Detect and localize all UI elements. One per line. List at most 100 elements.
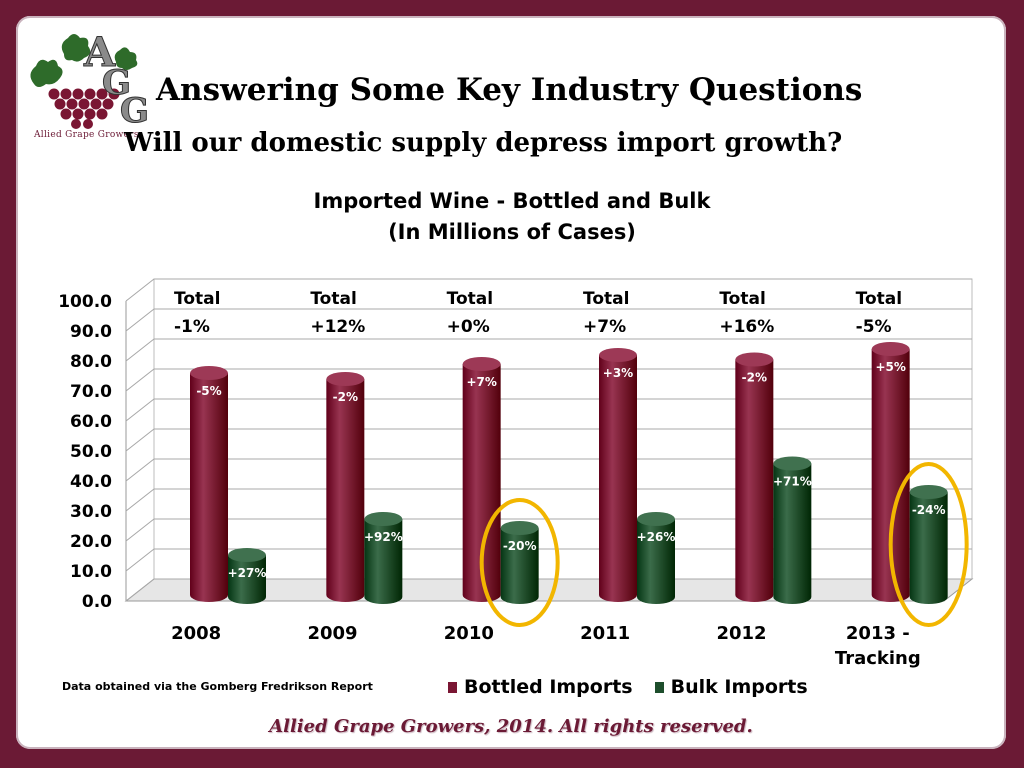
y-tick-label: 10.0 bbox=[70, 562, 112, 582]
bar-bulk-top bbox=[773, 456, 812, 471]
y-tick-label: 100.0 bbox=[58, 292, 112, 312]
total-label: Total bbox=[856, 289, 902, 309]
total-label: Total bbox=[310, 289, 356, 309]
y-tick-label: 60.0 bbox=[70, 412, 112, 432]
gridline bbox=[125, 428, 972, 452]
bar-bottled bbox=[462, 364, 501, 602]
bar-bottled bbox=[871, 349, 910, 602]
y-tick-label: 80.0 bbox=[70, 352, 112, 372]
legend-item-bottled: Bottled Imports bbox=[448, 676, 633, 698]
copyright-footer: Allied Grape Growers, 2014. All rights r… bbox=[269, 716, 753, 737]
bar-bulk bbox=[773, 463, 812, 604]
gridline bbox=[125, 518, 972, 542]
legend-label-bottled: Bottled Imports bbox=[464, 676, 633, 698]
svg-text:A: A bbox=[83, 29, 116, 76]
total-label: Total bbox=[719, 289, 765, 309]
y-tick-label: 0.0 bbox=[82, 592, 112, 612]
x-tick-label: 2010 bbox=[444, 623, 494, 644]
bar-label-bottled: +5% bbox=[875, 360, 905, 374]
gridline bbox=[125, 338, 972, 362]
gridline bbox=[125, 278, 972, 302]
bar-bottled bbox=[190, 373, 228, 602]
bar-bulk bbox=[364, 519, 403, 604]
bar-bulk-top bbox=[500, 521, 539, 535]
bar-label-bottled: -2% bbox=[333, 390, 358, 404]
bar-bulk-top bbox=[909, 485, 948, 499]
bar-bulk bbox=[228, 555, 266, 604]
y-tick-label: 50.0 bbox=[70, 442, 112, 462]
legend-label-bulk: Bulk Imports bbox=[670, 676, 808, 698]
svg-text:G: G bbox=[102, 63, 131, 103]
allied-grape-growers-logo: A G G Allied Grape Growers bbox=[24, 24, 154, 144]
chart-title-block: Imported Wine - Bottled and Bulk (In Mil… bbox=[212, 186, 812, 248]
y-tick-label: 30.0 bbox=[70, 502, 112, 522]
y-tick-label: 20.0 bbox=[70, 532, 112, 552]
x-tick-label: 2009 bbox=[307, 623, 357, 644]
total-label: Total bbox=[174, 289, 220, 309]
x-tick-label: 2008 bbox=[171, 623, 221, 644]
legend-swatch-bottled bbox=[448, 681, 457, 693]
total-value: +0% bbox=[447, 317, 490, 337]
bar-bottled bbox=[735, 359, 774, 602]
gridline bbox=[125, 578, 972, 602]
bar-bottled-top bbox=[326, 372, 365, 386]
page-title: Answering Some Key Industry Questions bbox=[156, 72, 863, 108]
bar-label-bottled: +3% bbox=[603, 366, 633, 380]
y-tick-label: 40.0 bbox=[70, 472, 112, 492]
bar-bulk-top bbox=[228, 548, 266, 562]
bar-label-bottled: -5% bbox=[196, 384, 221, 398]
bar-label-bulk: +92% bbox=[364, 530, 403, 544]
x-tick-label: 2011 bbox=[580, 623, 630, 644]
bar-label-bulk: +71% bbox=[773, 475, 812, 489]
bar-bulk bbox=[637, 519, 675, 604]
bar-label-bottled: +7% bbox=[466, 375, 496, 389]
bar-label-bulk: -24% bbox=[912, 503, 946, 517]
legend-item-bulk: Bulk Imports bbox=[654, 676, 808, 698]
bar-label-bulk: +27% bbox=[228, 566, 267, 580]
total-value: -5% bbox=[856, 317, 892, 337]
bar-bottled bbox=[599, 355, 637, 602]
total-label: Total bbox=[447, 289, 493, 309]
legend-swatch-bulk bbox=[654, 681, 664, 693]
total-label: Total bbox=[583, 289, 629, 309]
bar-bottled-top bbox=[190, 366, 228, 380]
x-tick-label: 2012 bbox=[716, 623, 766, 644]
chart-title: Imported Wine - Bottled and Bulk bbox=[313, 189, 711, 213]
gridline bbox=[125, 458, 972, 482]
page-subtitle: Will our domestic supply depress import … bbox=[124, 128, 843, 158]
bar-label-bulk: -20% bbox=[503, 539, 537, 553]
bar-bulk-top bbox=[637, 512, 675, 526]
bar-bulk bbox=[500, 528, 539, 604]
x-tick-label: 2013 - bbox=[846, 623, 910, 644]
bar-bulk bbox=[909, 492, 948, 604]
gridline bbox=[125, 368, 972, 392]
source-note: Data obtained via the Gomberg Fredrikson… bbox=[62, 680, 373, 693]
bar-label-bottled: -2% bbox=[742, 371, 767, 385]
gridline bbox=[125, 488, 972, 512]
y-tick-label: 70.0 bbox=[70, 382, 112, 402]
bar-chart: 0.0 10.0 20.0 30.0 40.0 50.0 60.0 70.0 80.0 90.0 1… bbox=[58, 278, 974, 669]
chart-legend: Bottled Imports Bulk Imports bbox=[448, 676, 808, 698]
bar-label-bulk: +26% bbox=[637, 530, 676, 544]
bar-bottled bbox=[326, 379, 365, 602]
gridline bbox=[125, 548, 972, 572]
bar-bottled-top bbox=[871, 342, 910, 356]
highlight-circle bbox=[479, 498, 560, 627]
bar-bottled-top bbox=[599, 348, 637, 362]
grape-cluster-icon: A G G bbox=[30, 29, 150, 132]
svg-text:G: G bbox=[120, 91, 149, 131]
highlight-circle bbox=[888, 462, 969, 627]
slide: A G G Allied Grape Growers Answering Som… bbox=[16, 16, 1006, 749]
total-value: +16% bbox=[719, 317, 774, 337]
total-value: +7% bbox=[583, 317, 626, 337]
bar-bottled-top bbox=[462, 357, 501, 371]
x-tick-label-line2: Tracking bbox=[835, 648, 921, 669]
total-value: +12% bbox=[310, 317, 365, 337]
total-value: -1% bbox=[174, 317, 210, 337]
gridline bbox=[125, 308, 972, 332]
chart-subtitle: (In Millions of Cases) bbox=[388, 220, 636, 244]
y-tick-label: 90.0 bbox=[70, 322, 112, 342]
gridline bbox=[125, 398, 972, 422]
bar-bulk-top bbox=[364, 512, 403, 526]
logo-caption: Allied Grape Growers bbox=[34, 130, 139, 140]
